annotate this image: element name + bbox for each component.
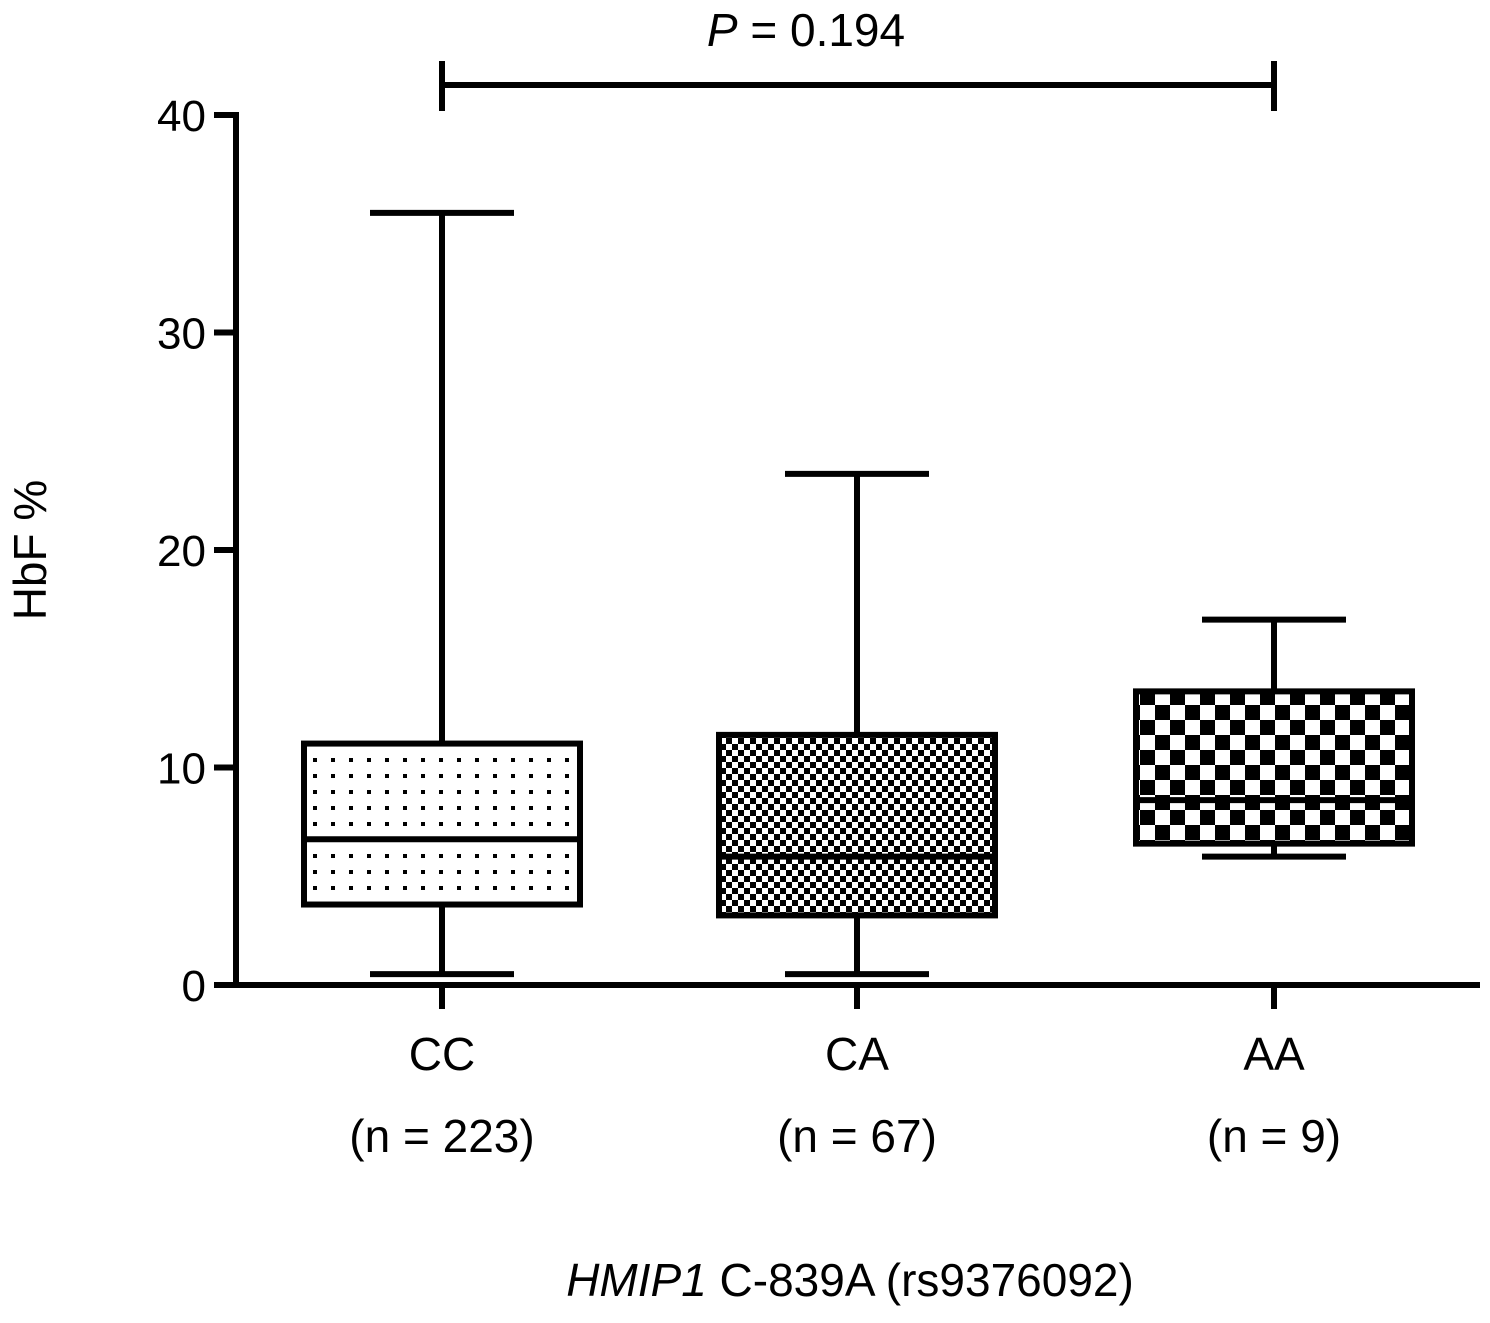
x-axis-title-rest: C-839A (rs9376092) <box>707 1254 1134 1306</box>
y-tick-label-20: 20 <box>157 527 206 576</box>
x-axis-title-gene: HMIP1 <box>566 1254 707 1306</box>
iqr-box <box>719 735 995 916</box>
x-axis-ticks: CC (n = 223) CA (n = 67) AA (n = 9) <box>349 985 1341 1162</box>
significance-bracket: P = 0.194 <box>442 4 1274 111</box>
iqr-box <box>1136 691 1412 843</box>
category-label-ca: CA <box>825 1028 889 1080</box>
sample-size-label-aa: (n = 9) <box>1207 1110 1341 1162</box>
y-axis-ticks: 0 10 20 30 40 <box>157 92 236 1011</box>
sample-size-label-cc: (n = 223) <box>349 1110 534 1162</box>
y-axis-title: HbF % <box>4 480 56 621</box>
category-label-aa: AA <box>1243 1028 1305 1080</box>
p-value-label: P = 0.194 <box>707 4 905 56</box>
x-axis-title: HMIP1 C-839A (rs9376092) <box>566 1254 1134 1306</box>
p-symbol: P <box>707 4 738 56</box>
p-value: = 0.194 <box>738 4 906 56</box>
box-ca <box>719 474 995 974</box>
y-tick-label-10: 10 <box>157 745 206 794</box>
y-tick-label-0: 0 <box>182 962 206 1011</box>
box-cc <box>304 213 580 974</box>
y-tick-label-30: 30 <box>157 310 206 359</box>
box-aa <box>1136 620 1412 857</box>
y-tick-label-40: 40 <box>157 92 206 141</box>
box-series <box>304 213 1412 974</box>
sample-size-label-ca: (n = 67) <box>777 1110 937 1162</box>
iqr-box <box>304 744 580 905</box>
category-label-cc: CC <box>409 1028 475 1080</box>
